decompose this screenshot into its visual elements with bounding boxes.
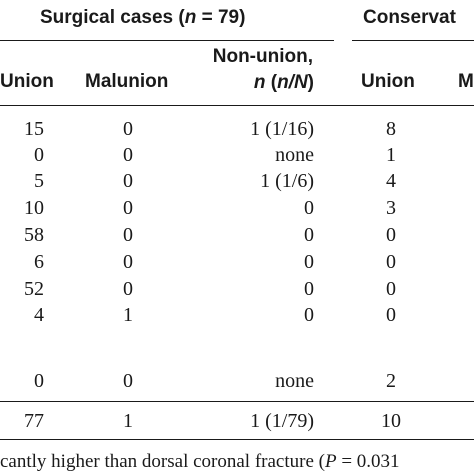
cell-union-conservative-4: 3 — [386, 197, 396, 219]
cell-union-6: 6 — [34, 251, 44, 273]
cell-malunion-1: 0 — [123, 118, 133, 140]
cell-malunion-8: 1 — [123, 304, 133, 326]
group-header-surgical: Surgical cases (n = 79) — [40, 7, 246, 28]
header-rule — [0, 105, 474, 106]
cell-union-conservative-7: 0 — [386, 278, 396, 300]
total-union-conservative: 10 — [381, 410, 401, 432]
cell-malunion-6: 0 — [123, 251, 133, 273]
total-malunion: 1 — [123, 410, 133, 432]
cell-malunion-4: 0 — [123, 197, 133, 219]
cell-union-conservative-9: 2 — [386, 370, 396, 392]
group-header-conservative: Conservat — [363, 7, 456, 28]
total-union: 77 — [24, 410, 44, 432]
cell-nonunion-3: 1 (1/6) — [260, 170, 314, 192]
group-rule-surgical — [0, 40, 334, 41]
column-header-cut: M — [458, 71, 474, 92]
column-header-union: Union — [0, 71, 54, 92]
total-rule — [0, 401, 474, 402]
cell-malunion-9: 0 — [123, 370, 133, 392]
footnote: cantly higher than dorsal coronal fractu… — [0, 451, 400, 472]
column-header-nonunion-line2: n (n/N) — [253, 72, 314, 93]
cell-nonunion-8: 0 — [304, 304, 314, 326]
cell-malunion-3: 0 — [123, 170, 133, 192]
cell-union-4: 10 — [24, 197, 44, 219]
cell-union-conservative-8: 0 — [386, 304, 396, 326]
cell-nonunion-9: none — [275, 370, 314, 392]
cell-union-conservative-3: 4 — [386, 170, 396, 192]
cell-union-7: 52 — [24, 278, 44, 300]
cell-malunion-7: 0 — [123, 278, 133, 300]
cell-union-2: 0 — [34, 144, 44, 166]
cell-nonunion-7: 0 — [304, 278, 314, 300]
total-nonunion: 1 (1/79) — [250, 410, 314, 432]
cell-union-5: 58 — [24, 224, 44, 246]
cell-nonunion-4: 0 — [304, 197, 314, 219]
column-header-malunion: Malunion — [85, 71, 169, 92]
cell-nonunion-2: none — [275, 144, 314, 166]
cell-union-1: 15 — [24, 118, 44, 140]
cell-malunion-5: 0 — [123, 224, 133, 246]
bottom-rule — [0, 439, 474, 440]
cell-union-3: 5 — [34, 170, 44, 192]
cell-union-conservative-1: 8 — [386, 118, 396, 140]
cell-nonunion-6: 0 — [304, 251, 314, 273]
cell-union-9: 0 — [34, 370, 44, 392]
cell-nonunion-1: 1 (1/16) — [250, 118, 314, 140]
column-header-nonunion-line1: Non-union, — [212, 46, 313, 67]
cell-union-conservative-6: 0 — [386, 251, 396, 273]
cell-union-8: 4 — [34, 304, 44, 326]
group-rule-conservative — [352, 40, 474, 41]
cell-union-conservative-2: 1 — [386, 144, 396, 166]
cell-union-conservative-5: 0 — [386, 224, 396, 246]
cell-malunion-2: 0 — [123, 144, 133, 166]
cell-nonunion-5: 0 — [304, 224, 314, 246]
column-header-union-conservative: Union — [361, 71, 415, 92]
